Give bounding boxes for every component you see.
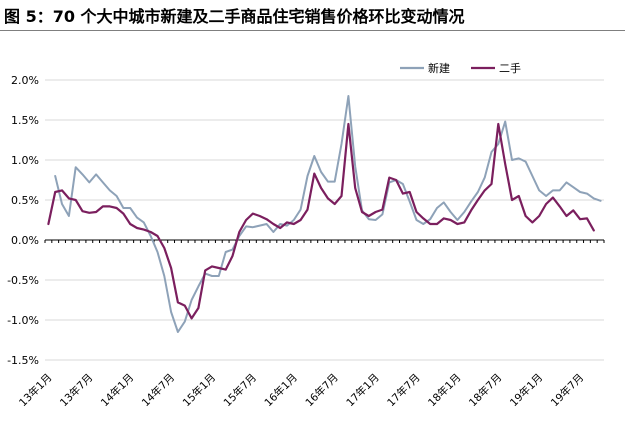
y-tick-label: -1.5% [7,354,39,367]
x-tick-label: 19年1月 [507,371,545,409]
x-tick-label: 16年7月 [303,371,341,409]
x-tick-label: 14年1月 [98,371,136,409]
x-tick-label: 13年7月 [57,371,95,409]
y-tick-label: 2.0% [11,74,39,87]
y-tick-label: 1.5% [11,114,39,127]
x-tick-label: 13年1月 [16,371,54,409]
x-tick-label: 19年7月 [548,371,586,409]
x-tick-label: 16年1月 [262,371,300,409]
x-tick-label: 17年1月 [344,371,382,409]
y-tick-label: -1.0% [7,314,39,327]
x-tick-label: 15年1月 [180,371,218,409]
x-axis-tick-labels: 13年1月 13年7月 14年1月 14年7月 15年1月 15年7月 16年1月 16年7月… [16,371,586,409]
series-line-new [54,95,602,333]
x-tick-label: 17年7月 [384,371,422,409]
x-tick-label: 14年7月 [139,371,177,409]
y-tick-label: 0.0% [11,234,39,247]
x-tick-label: 18年7月 [466,371,504,409]
figure-title: 图 5：70 个大中城市新建及二手商品住宅销售价格环比变动情况 [4,7,465,26]
y-axis-tick-labels: 2.0% 1.5% 1.0% 0.5% 0.0% -0.5% -1.0% -1.5% [7,74,39,367]
y-tick-label: -0.5% [7,274,39,287]
legend-label: 新建 [428,61,450,75]
series-lines [47,95,602,333]
legend-label: 二手 [499,61,521,75]
title-divider [0,30,625,31]
x-tick-label: 18年1月 [425,371,463,409]
y-tick-label: 1.0% [11,154,39,167]
series-line-second-hand [47,122,595,320]
legend: 新建 二手 [400,61,521,75]
x-tick-label: 15年7月 [221,371,259,409]
x-axis [44,239,605,243]
y-tick-label: 0.5% [11,194,39,207]
